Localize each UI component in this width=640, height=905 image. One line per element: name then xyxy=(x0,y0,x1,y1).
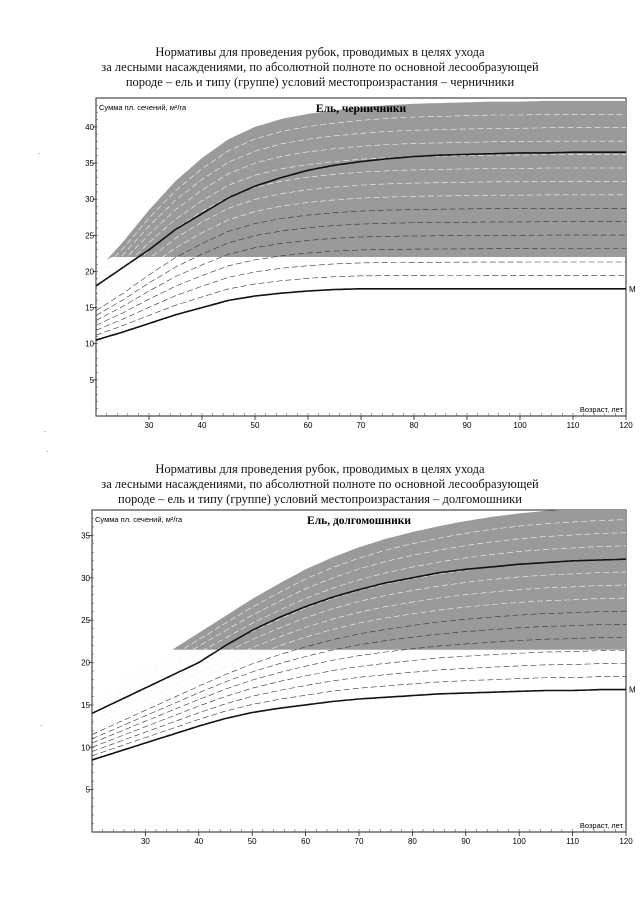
y-tick-label: 25 xyxy=(85,231,94,240)
fan-line xyxy=(96,114,626,277)
x-tick-label: 100 xyxy=(513,421,527,430)
fan-line xyxy=(92,532,626,710)
y-tick-label: 20 xyxy=(85,267,94,276)
heading-line: породе – ель и типу (группе) условий мес… xyxy=(125,75,515,89)
scan-dot: · xyxy=(46,448,49,456)
fan-line xyxy=(92,676,626,756)
x-tick-label: 120 xyxy=(619,837,633,846)
fan-line xyxy=(92,663,626,752)
y-tick-label: 5 xyxy=(86,786,91,795)
fan-line xyxy=(96,275,626,336)
fan-line xyxy=(92,650,626,748)
x-tick-label: 80 xyxy=(408,837,417,846)
x-tick-label: 50 xyxy=(248,837,257,846)
y-tick-label: 15 xyxy=(81,701,90,710)
fan-line xyxy=(92,571,626,723)
x-tick-label: 100 xyxy=(513,837,527,846)
shaded-band xyxy=(96,100,626,272)
y-tick-label: 5 xyxy=(90,376,95,385)
main-curve xyxy=(96,151,626,287)
fan-line xyxy=(96,208,626,311)
fan-line xyxy=(96,127,626,282)
chart-svg: М 30 40 50 60 70 80 90 100 110 120 5 10 15 20 25 30 35 Ель… xyxy=(81,509,636,846)
shaded-band xyxy=(92,510,626,701)
heading-line: за лесными насаждениями, по абсолютной п… xyxy=(101,477,539,491)
fan-line xyxy=(96,181,626,302)
x-tick-label: 90 xyxy=(463,421,472,430)
plot-area xyxy=(96,100,626,341)
heading-line: за лесными насаждениями, по абсолютной п… xyxy=(101,60,539,74)
x-tick-label: 40 xyxy=(198,421,207,430)
y-tick-label: 20 xyxy=(81,659,90,668)
fan-line xyxy=(92,545,626,714)
page-heading-bottom: Нормативы для проведения рубок, проводим… xyxy=(0,462,640,507)
x-tick-label: 80 xyxy=(410,421,419,430)
fan-line xyxy=(92,637,626,744)
y-tick-label: 10 xyxy=(85,340,94,349)
heading-line: породе – ель и типу (группе) условий мес… xyxy=(118,492,522,506)
fan-line xyxy=(96,194,626,307)
fan-line xyxy=(96,261,626,331)
fan-line xyxy=(96,140,626,287)
fan-line xyxy=(96,234,626,321)
curve-end-label: М xyxy=(629,285,636,294)
y-axis-label: Сумма пл. сечений, м²/га xyxy=(95,515,183,524)
heading-line: Нормативы для проведения рубок, проводим… xyxy=(155,45,485,59)
chart-chernichniki: М 30 40 50 60 70 80 90 100 110 120 5 10 15 20 25 30 35 40 Е… xyxy=(85,96,636,434)
y-tick-label: 30 xyxy=(85,195,94,204)
fan-line xyxy=(92,558,626,718)
x-tick-label: 90 xyxy=(461,837,470,846)
x-tick-label: 50 xyxy=(251,421,260,430)
x-axis-label: Возраст, лет xyxy=(580,821,624,830)
y-tick-label: 35 xyxy=(85,159,94,168)
fan-line xyxy=(96,248,626,326)
fan-line xyxy=(96,221,626,316)
plot-area xyxy=(92,510,626,761)
x-tick-label: 40 xyxy=(194,837,203,846)
y-tick-label: 40 xyxy=(85,123,94,132)
chart-svg: М 30 40 50 60 70 80 90 100 110 120 5 10 15 20 25 30 35 40 Е… xyxy=(85,97,636,430)
fan-line xyxy=(92,597,626,731)
x-tick-label: 60 xyxy=(301,837,310,846)
x-tick-label: 30 xyxy=(145,421,154,430)
x-axis-label: Возраст, лет xyxy=(580,405,624,414)
page-heading-top: Нормативы для проведения рубок, проводим… xyxy=(0,45,640,90)
fan-line xyxy=(92,584,626,727)
scan-dot: · xyxy=(44,428,47,436)
y-axis-label: Сумма пл. сечений, м²/га xyxy=(99,103,187,112)
y-tick-label: 30 xyxy=(81,574,90,583)
x-tick-label: 70 xyxy=(355,837,364,846)
chart-title: Ель, черничники xyxy=(316,103,407,115)
x-tick-label: 70 xyxy=(357,421,366,430)
lower-curve xyxy=(96,288,626,341)
chart-title: Ель, долгомошники xyxy=(307,515,411,527)
fan-line xyxy=(92,624,626,740)
scan-dot: · xyxy=(38,150,41,158)
x-tick-label: 30 xyxy=(141,837,150,846)
fan-line xyxy=(96,154,626,292)
x-tick-label: 60 xyxy=(304,421,313,430)
chart-dolgomoshniki: М 30 40 50 60 70 80 90 100 110 120 5 10 15 20 25 30 35 Ель… xyxy=(81,508,636,850)
heading-line: Нормативы для проведения рубок, проводим… xyxy=(155,462,485,476)
lower-curve xyxy=(92,688,626,761)
curve-end-label: М xyxy=(629,686,636,695)
y-tick-label: 25 xyxy=(81,616,90,625)
y-tick-label: 10 xyxy=(81,743,90,752)
x-tick-label: 120 xyxy=(619,421,633,430)
y-tick-label: 35 xyxy=(81,531,90,540)
x-tick-label: 110 xyxy=(567,421,580,430)
fan-line xyxy=(92,519,626,706)
main-curve xyxy=(92,558,626,715)
scan-dot: · xyxy=(40,722,43,730)
fan-line xyxy=(96,167,626,297)
x-tick-label: 110 xyxy=(566,837,579,846)
y-tick-label: 15 xyxy=(85,304,94,313)
